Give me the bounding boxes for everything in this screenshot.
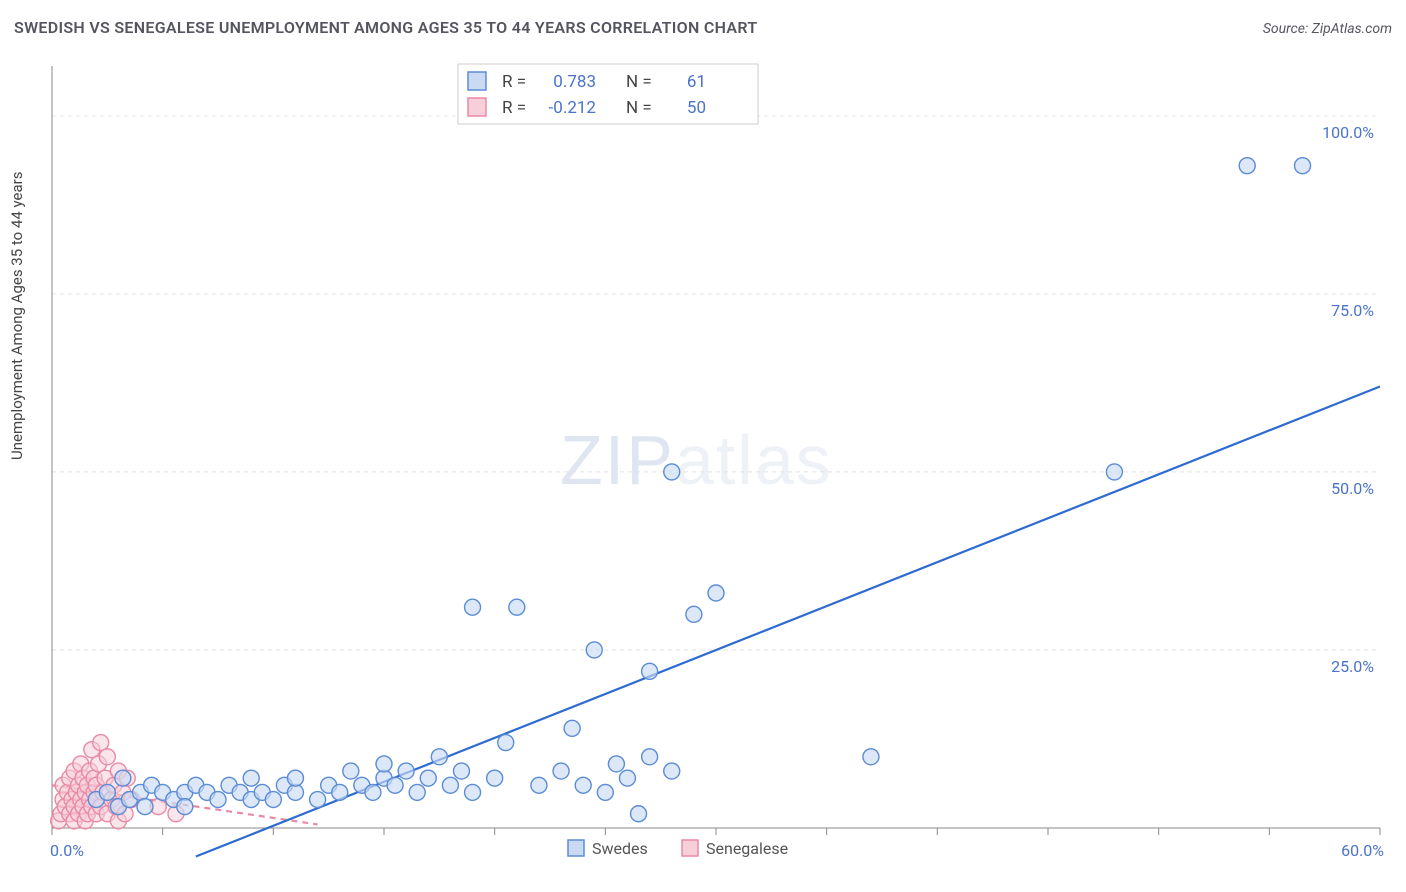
data-point <box>332 784 348 800</box>
y-tick-label: 25.0% <box>1331 657 1374 676</box>
data-point <box>708 585 724 601</box>
data-point <box>210 792 226 808</box>
data-point <box>431 749 447 765</box>
data-point <box>531 777 547 793</box>
data-point <box>99 784 115 800</box>
data-point <box>586 642 602 658</box>
legend-label: Senegalese <box>706 839 788 858</box>
data-point <box>1295 158 1311 174</box>
data-point <box>310 792 326 808</box>
y-tick-label: 75.0% <box>1331 301 1374 320</box>
data-point <box>420 770 436 786</box>
data-point <box>287 770 303 786</box>
data-point <box>553 763 569 779</box>
data-point <box>863 749 879 765</box>
legend-swatch <box>568 840 584 856</box>
data-point <box>509 599 525 615</box>
legend-swatch <box>468 72 486 90</box>
data-point <box>453 763 469 779</box>
source-link[interactable]: ZipAtlas.com <box>1312 21 1392 37</box>
data-point <box>465 599 481 615</box>
stat-n-label: N = <box>626 72 652 92</box>
data-point <box>1239 158 1255 174</box>
data-point <box>642 749 658 765</box>
page-title: SWEDISH VS SENEGALESE UNEMPLOYMENT AMONG… <box>14 18 758 37</box>
data-point <box>93 735 109 751</box>
stat-n-value: 50 <box>687 98 706 118</box>
data-point <box>398 763 414 779</box>
data-point <box>608 756 624 772</box>
data-point <box>575 777 591 793</box>
data-point <box>465 784 481 800</box>
scatter-chart: 25.0% 50.0% 75.0% 100.0% 0.0% 60.0% R = 0.783 N … <box>48 58 1388 858</box>
data-point <box>99 749 115 765</box>
data-point <box>343 763 359 779</box>
data-point <box>137 799 153 815</box>
data-point <box>115 770 131 786</box>
source-prefix: Source: <box>1263 21 1308 37</box>
y-axis-label: Unemployment Among Ages 35 to 44 years <box>8 172 26 460</box>
y-tick-label: 100.0% <box>1322 123 1374 142</box>
data-point <box>619 770 635 786</box>
stat-r-label: R = <box>502 98 526 118</box>
data-point <box>177 799 193 815</box>
data-point <box>442 777 458 793</box>
data-point <box>1106 464 1122 480</box>
source-attribution: Source: ZipAtlas.com <box>1263 21 1392 37</box>
data-point <box>498 735 514 751</box>
legend-label: Swedes <box>592 839 648 858</box>
data-point <box>409 784 425 800</box>
stat-n-label: N = <box>626 98 652 118</box>
data-point <box>365 784 381 800</box>
data-point <box>597 784 613 800</box>
chart-svg: 25.0% 50.0% 75.0% 100.0% 0.0% 60.0% R = 0.783 N … <box>48 58 1388 858</box>
data-point <box>631 806 647 822</box>
y-tick-label: 50.0% <box>1331 479 1374 498</box>
data-point <box>487 770 503 786</box>
data-point <box>642 663 658 679</box>
stat-n-value: 61 <box>687 72 706 92</box>
legend-swatch <box>682 840 698 856</box>
stat-r-label: R = <box>502 72 526 92</box>
legend-swatch <box>468 98 486 116</box>
data-point <box>243 770 259 786</box>
data-point <box>664 763 680 779</box>
data-point <box>376 756 392 772</box>
stat-r-value: -0.212 <box>549 98 596 118</box>
stat-r-value: 0.783 <box>553 72 596 92</box>
data-point <box>686 606 702 622</box>
data-point <box>265 792 281 808</box>
data-point <box>387 777 403 793</box>
x-tick-label: 0.0% <box>50 841 84 858</box>
data-point <box>664 464 680 480</box>
data-point <box>564 720 580 736</box>
x-tick-label: 60.0% <box>1341 841 1384 858</box>
